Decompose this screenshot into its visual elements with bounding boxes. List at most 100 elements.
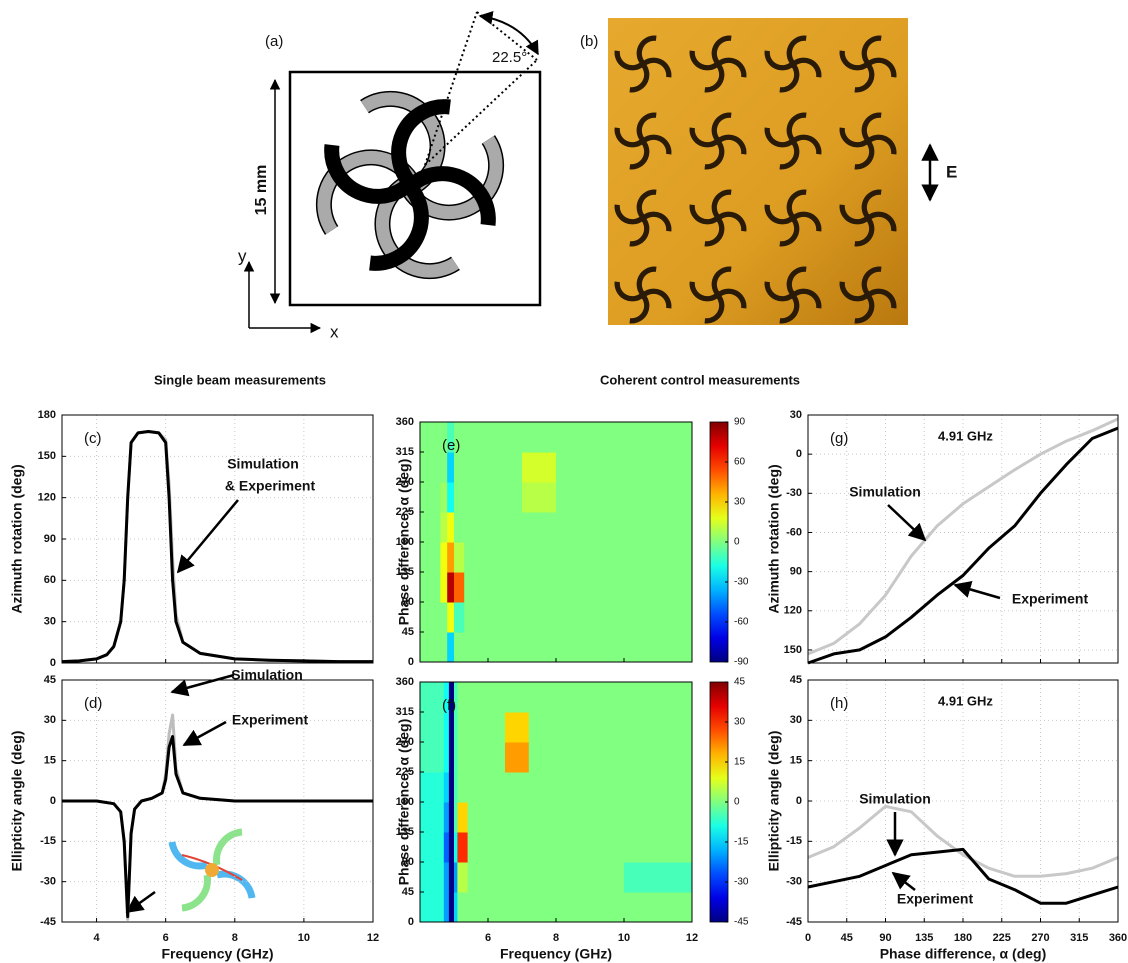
heat-cell (454, 542, 465, 573)
heat-cell (464, 482, 489, 513)
heat-cell (505, 862, 530, 893)
y-tick-label: 360 (396, 416, 414, 428)
spiral (839, 266, 897, 324)
x-axis-label: x (330, 322, 339, 341)
x-tick-label: 360 (1109, 932, 1127, 944)
spiral (614, 189, 672, 247)
heat-cell (556, 602, 625, 633)
x-tick-label: 315 (1070, 932, 1088, 944)
x-tick-label: 10 (618, 932, 630, 944)
y-tick-label: -15 (786, 835, 802, 847)
x-tick-label: 6 (485, 932, 491, 944)
plot (420, 682, 693, 923)
y-axis-label: Phase difference, α (deg) (396, 459, 412, 626)
arm (779, 138, 800, 170)
arm (861, 112, 882, 144)
heat-cell (420, 542, 441, 573)
spiral (839, 189, 897, 247)
heat-cell (420, 482, 441, 513)
y-tick-label: 45 (44, 674, 56, 686)
colorbar-tick-label: -15 (734, 837, 749, 848)
heat-cell (528, 742, 557, 773)
heat-cell (522, 542, 557, 573)
heat-cell (448, 802, 455, 833)
heat-cell (556, 572, 625, 603)
series-line (807, 417, 1119, 656)
colorbar-tick-label: 30 (734, 717, 746, 728)
heat-cell (443, 772, 450, 803)
arm (861, 35, 882, 67)
y-tick-label: 30 (44, 616, 56, 628)
x-tick-label: 180 (954, 932, 972, 944)
heat-cell (528, 802, 557, 833)
series-line (807, 847, 1119, 905)
arm (865, 57, 897, 78)
panel-label: (a) (265, 33, 283, 50)
series-line (62, 713, 373, 921)
heat-cell (522, 512, 557, 543)
arm (786, 112, 807, 144)
heat-cell (447, 572, 455, 603)
heat-cell (457, 802, 469, 833)
heat-cell (556, 712, 625, 743)
unit-cell-diagram: (a) 22.5° 15 mm y x (238, 10, 542, 341)
annotation: Experiment (232, 712, 309, 728)
y-tick-label: 180 (396, 796, 414, 808)
angle-line (424, 59, 538, 166)
y-tick-label: 0 (796, 795, 802, 807)
x-tick-label: 12 (367, 932, 379, 944)
arm (704, 61, 725, 93)
arm (640, 288, 672, 309)
y-axis-label: Azimuth rotation (deg) (9, 464, 25, 613)
size-label: 15 mm (253, 165, 270, 216)
heat-cell (488, 542, 523, 573)
heat-cell (457, 712, 469, 743)
arm (704, 292, 725, 324)
heat-cell (505, 742, 530, 773)
heat-cell (522, 422, 557, 453)
heat-cell (624, 772, 693, 803)
arm (711, 189, 732, 221)
arm (786, 189, 807, 221)
series-line (807, 426, 1119, 665)
heat-cell (624, 802, 693, 833)
y-tick-label: 225 (396, 766, 414, 778)
heat-cell (624, 542, 693, 573)
x-tick-label: 8 (232, 932, 238, 944)
black-arm (324, 144, 418, 204)
arm (711, 112, 732, 144)
heat-cell (522, 452, 557, 483)
heat-cell (488, 452, 523, 483)
heat-cell (624, 452, 693, 483)
heat-cell (440, 482, 448, 513)
y-tick-label: -30 (786, 876, 802, 888)
annotation-arrow (953, 580, 1001, 600)
annotation-arrow (170, 673, 235, 697)
heat-cell (464, 422, 489, 453)
heat-cell (624, 682, 693, 713)
y-tick-label: 15 (44, 755, 56, 767)
spiral (764, 35, 822, 93)
y-tick-label: 120 (38, 492, 56, 504)
spiral (839, 35, 897, 93)
heat-cell (556, 742, 625, 773)
y-tick-label: 270 (396, 476, 414, 488)
x-tick-label: 6 (163, 932, 169, 944)
x-tick-label: 270 (1031, 932, 1049, 944)
panel-label: (g) (830, 430, 848, 447)
field-label: E (946, 162, 957, 181)
heat-cell (454, 572, 465, 603)
heat-cell (420, 712, 445, 743)
annotation-arrow (125, 890, 156, 914)
heat-cell (505, 712, 530, 743)
heat-cell (522, 572, 557, 603)
y-tick-label: -45 (40, 916, 56, 928)
arm (865, 288, 897, 309)
annotation: Simulation (859, 791, 931, 807)
heat-cell (420, 422, 441, 453)
heat-cell (467, 772, 506, 803)
heat-cell (505, 892, 530, 923)
spiral (689, 35, 747, 93)
arm (640, 211, 672, 232)
colorbar-tick-label: -90 (734, 657, 749, 668)
